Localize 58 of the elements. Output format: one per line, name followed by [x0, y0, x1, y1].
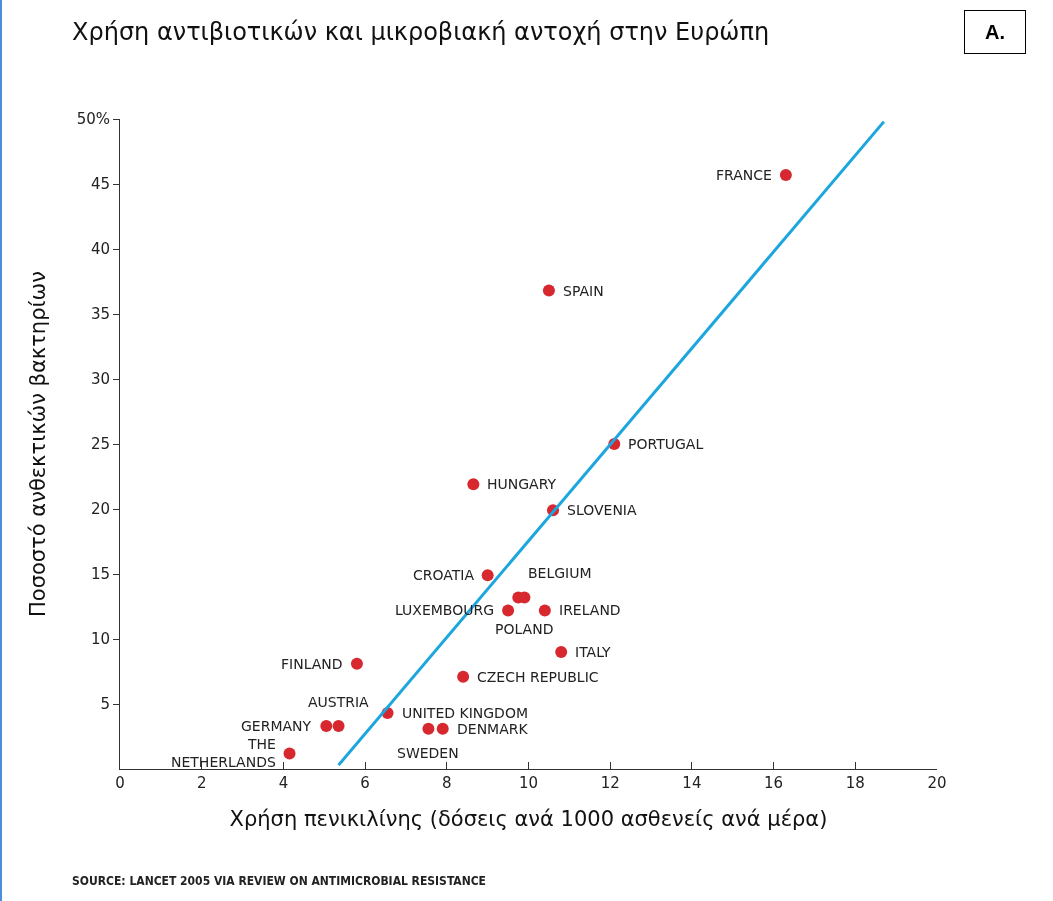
- annotation: SWEDEN: [397, 745, 459, 761]
- y-tick-label: 35: [90, 305, 110, 324]
- point: [320, 720, 333, 733]
- x-axis-title: Χρήση πενικιλίνης (δόσεις ανά 1000 ασθενείς ανά μέρα): [229, 807, 828, 832]
- y-tick-label: 50%: [76, 110, 110, 129]
- point: [779, 168, 792, 181]
- y-tick-label: 45: [90, 175, 110, 194]
- text: A.: [985, 21, 1005, 43]
- x-tick-label: 14: [682, 774, 702, 792]
- x-tick-label: 8: [442, 774, 452, 792]
- annotation: BELGIUM: [528, 565, 592, 581]
- y-tick-label: 30: [90, 370, 110, 389]
- annotation: FRANCE: [716, 167, 772, 183]
- x-tick-label: 10: [518, 774, 539, 792]
- annotation: DENMARK: [457, 721, 529, 737]
- point: [457, 670, 470, 683]
- point: [555, 646, 568, 658]
- x-tick-label: 4: [278, 774, 289, 792]
- x-tick-label: 18: [845, 774, 865, 792]
- point: [481, 569, 494, 582]
- x-tick-label: 6: [360, 774, 370, 792]
- x-tick-label: 2: [196, 774, 207, 792]
- y-tick-label: 5: [100, 695, 110, 714]
- annotation: IRELAND: [559, 602, 621, 618]
- x-tick-label: 16: [764, 774, 784, 792]
- annotation: POLAND: [495, 621, 554, 637]
- annotation: UNITED KINGDOM: [402, 705, 528, 721]
- x-tick-label: 12: [600, 774, 620, 792]
- annotation: AUSTRIA: [308, 694, 370, 710]
- y-tick-label: 15: [90, 565, 110, 584]
- annotation: SLOVENIA: [567, 502, 637, 518]
- point: [538, 604, 551, 617]
- y-tick-label: 10: [90, 630, 110, 649]
- point: [350, 657, 363, 670]
- annotation: PORTUGAL: [628, 436, 704, 452]
- point: [436, 722, 449, 735]
- point: [502, 604, 515, 617]
- annotation: THE NETHERLANDS: [171, 736, 276, 771]
- point: [422, 722, 435, 735]
- y-tick-label: 25: [90, 435, 110, 454]
- point: [542, 284, 555, 297]
- x-tick-label: 20: [927, 774, 947, 792]
- annotation: CROATIA: [413, 567, 475, 583]
- annotation: ITALY: [575, 644, 612, 660]
- annotation: SPAIN: [563, 283, 604, 299]
- y-axis-title: Ποσοστό ανθεκτικών βακτηρίων: [25, 271, 50, 617]
- y-tick-label: 40: [90, 240, 110, 259]
- source-note: SOURCE: LANCET 2005 VIA REVIEW ON ANTIMICROBIAL RESISTANCE: [72, 874, 486, 888]
- annotation: GERMANY: [241, 718, 312, 734]
- x-tick-label: 0: [115, 774, 125, 792]
- point: [332, 720, 345, 733]
- annotation: FINLAND: [281, 656, 343, 672]
- y-tick-label: 20: [90, 500, 110, 519]
- point: [283, 747, 296, 760]
- annotation: CZECH REPUBLIC: [477, 669, 599, 685]
- annotation: HUNGARY: [487, 476, 557, 492]
- chart-title: Χρήση αντιβιοτικών και μικροβιακή αντοχή στην Ευρώπη: [72, 18, 770, 47]
- point: [467, 478, 480, 491]
